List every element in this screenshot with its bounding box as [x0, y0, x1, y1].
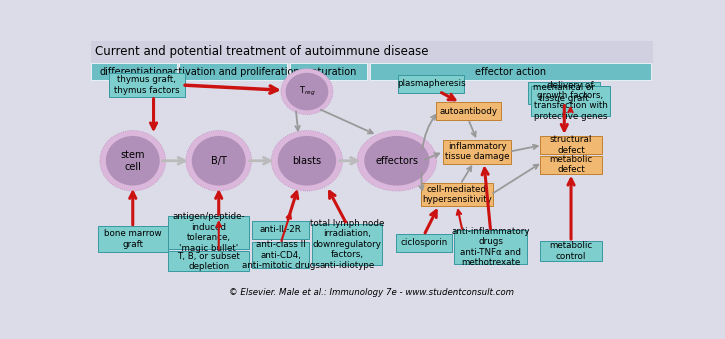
- Text: structural
defect: structural defect: [550, 135, 592, 155]
- Text: © Elsevier. Male et al.: Immunology 7e - www.studentconsult.com: © Elsevier. Male et al.: Immunology 7e -…: [229, 288, 514, 297]
- Text: cell-mediated
hypersensitivity: cell-mediated hypersensitivity: [422, 185, 492, 204]
- FancyBboxPatch shape: [312, 224, 382, 265]
- Ellipse shape: [186, 131, 252, 191]
- Text: antigen/peptide-
induced
tolerance,
'magic bullet': antigen/peptide- induced tolerance, 'mag…: [173, 213, 245, 253]
- FancyBboxPatch shape: [396, 234, 452, 252]
- Text: bone marrow
graft: bone marrow graft: [104, 230, 162, 249]
- FancyBboxPatch shape: [91, 41, 652, 63]
- FancyBboxPatch shape: [252, 242, 309, 268]
- Text: effectors: effectors: [376, 156, 418, 166]
- Text: effector action: effector action: [476, 66, 547, 77]
- Text: anti-class II
anti-CD4,
anti-mitotic drugs: anti-class II anti-CD4, anti-mitotic dru…: [241, 240, 320, 270]
- FancyBboxPatch shape: [531, 86, 610, 116]
- Text: blasts: blasts: [292, 156, 321, 166]
- Text: T, B, or subset
depletion: T, B, or subset depletion: [177, 252, 240, 271]
- Text: activation and proliferation: activation and proliferation: [167, 66, 300, 77]
- FancyBboxPatch shape: [98, 226, 168, 252]
- Ellipse shape: [100, 131, 166, 191]
- Ellipse shape: [281, 69, 333, 115]
- FancyBboxPatch shape: [529, 82, 600, 104]
- FancyBboxPatch shape: [91, 63, 177, 80]
- Text: T$_{reg}$: T$_{reg}$: [299, 85, 315, 98]
- Text: delivery of
growth factors,
transfection with
protective genes: delivery of growth factors, transfection…: [534, 81, 608, 121]
- Text: total lymph node
irradiation,
downregulatory
factors,
anti-idiotype: total lymph node irradiation, downregula…: [310, 219, 384, 270]
- FancyBboxPatch shape: [540, 156, 602, 174]
- Ellipse shape: [271, 131, 343, 191]
- Text: metabolic
defect: metabolic defect: [550, 155, 592, 174]
- Text: metabolic
control: metabolic control: [550, 241, 592, 260]
- Ellipse shape: [106, 136, 160, 185]
- FancyBboxPatch shape: [168, 251, 249, 272]
- FancyBboxPatch shape: [290, 63, 367, 80]
- Text: plasmapheresis: plasmapheresis: [397, 79, 465, 88]
- FancyBboxPatch shape: [168, 216, 249, 249]
- Ellipse shape: [364, 136, 429, 185]
- Text: autoantibody: autoantibody: [439, 107, 497, 116]
- Text: thymus graft,
thymus factors: thymus graft, thymus factors: [114, 75, 180, 95]
- Text: differentiation: differentiation: [99, 66, 169, 77]
- Text: mechanical or
tissue graft: mechanical or tissue graft: [534, 83, 595, 103]
- FancyBboxPatch shape: [540, 241, 602, 261]
- FancyBboxPatch shape: [109, 73, 185, 97]
- FancyBboxPatch shape: [252, 221, 309, 239]
- Text: anti-inflammatory
drugs
anti-TNFα and
methotrexate: anti-inflammatory drugs anti-TNFα and me…: [452, 227, 530, 267]
- Text: B/T: B/T: [211, 156, 227, 166]
- FancyBboxPatch shape: [436, 102, 500, 120]
- Text: maturation: maturation: [302, 66, 356, 77]
- Text: ciclosporin: ciclosporin: [400, 238, 447, 247]
- FancyBboxPatch shape: [454, 230, 527, 264]
- Text: anti-IL-2R: anti-IL-2R: [260, 225, 302, 235]
- FancyBboxPatch shape: [540, 136, 602, 154]
- Ellipse shape: [286, 73, 328, 111]
- FancyBboxPatch shape: [179, 63, 287, 80]
- FancyBboxPatch shape: [421, 183, 493, 206]
- FancyBboxPatch shape: [398, 75, 464, 93]
- Text: inflammatory
tissue damage: inflammatory tissue damage: [445, 142, 510, 161]
- Text: stem
cell: stem cell: [120, 150, 145, 172]
- Ellipse shape: [278, 136, 336, 185]
- FancyBboxPatch shape: [370, 63, 651, 80]
- Ellipse shape: [191, 136, 246, 185]
- Text: Current and potential treatment of autoimmune disease: Current and potential treatment of autoi…: [95, 45, 428, 58]
- FancyBboxPatch shape: [443, 140, 511, 164]
- Ellipse shape: [357, 131, 436, 191]
